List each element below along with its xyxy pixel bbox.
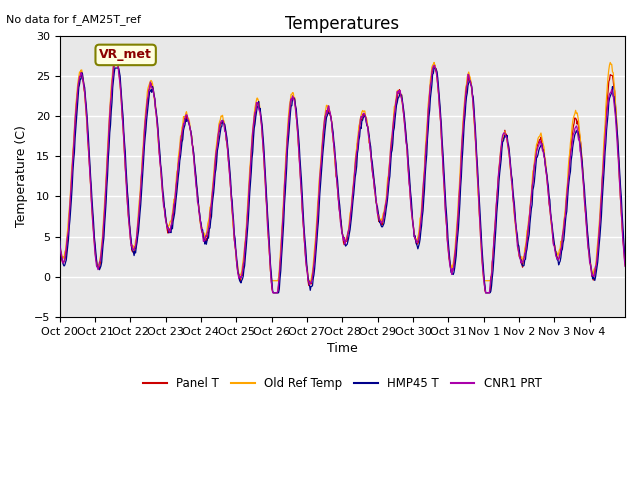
Panel T [403,138,410,144]
HMP45 T [255,99,262,105]
HMP45 T [621,256,629,262]
Old Ref Temp [268,278,276,284]
X-axis label: Time: Time [327,342,358,355]
HMP45 T [227,178,234,184]
Line: CNR1 PRT: CNR1 PRT [60,60,625,293]
CNR1 PRT [227,186,234,192]
CNR1 PRT [123,190,131,196]
Panel T [255,101,262,107]
Legend: Panel T, Old Ref Temp, HMP45 T, CNR1 PRT: Panel T, Old Ref Temp, HMP45 T, CNR1 PRT [138,373,546,395]
CNR1 PRT [56,242,63,248]
CNR1 PRT [434,83,442,89]
Panel T [56,244,63,250]
HMP45 T [123,176,131,182]
HMP45 T [403,132,410,138]
Title: Temperatures: Temperatures [285,15,399,33]
Old Ref Temp [255,98,262,104]
Line: HMP45 T: HMP45 T [60,68,625,293]
Old Ref Temp [277,243,285,249]
Old Ref Temp [434,84,442,89]
CNR1 PRT [113,57,120,63]
Y-axis label: Temperature (C): Temperature (C) [15,125,28,228]
Text: No data for f_AM25T_ref: No data for f_AM25T_ref [6,14,141,25]
Old Ref Temp [123,185,131,191]
CNR1 PRT [255,105,262,110]
Panel T [269,290,277,296]
Old Ref Temp [227,186,234,192]
CNR1 PRT [621,264,629,269]
Panel T [621,261,629,267]
Text: VR_met: VR_met [99,48,152,61]
HMP45 T [269,290,277,296]
HMP45 T [434,75,442,81]
Old Ref Temp [621,263,629,268]
Panel T [113,56,120,61]
HMP45 T [111,65,119,71]
CNR1 PRT [403,140,410,146]
HMP45 T [277,268,285,274]
Line: Old Ref Temp: Old Ref Temp [60,51,625,281]
CNR1 PRT [277,253,285,259]
Old Ref Temp [56,238,63,244]
HMP45 T [56,236,63,241]
Old Ref Temp [112,48,120,54]
Panel T [434,82,442,87]
Panel T [277,256,285,262]
Panel T [123,183,131,189]
Panel T [227,185,234,191]
Line: Panel T: Panel T [60,59,625,293]
CNR1 PRT [269,290,276,296]
Old Ref Temp [403,134,410,140]
